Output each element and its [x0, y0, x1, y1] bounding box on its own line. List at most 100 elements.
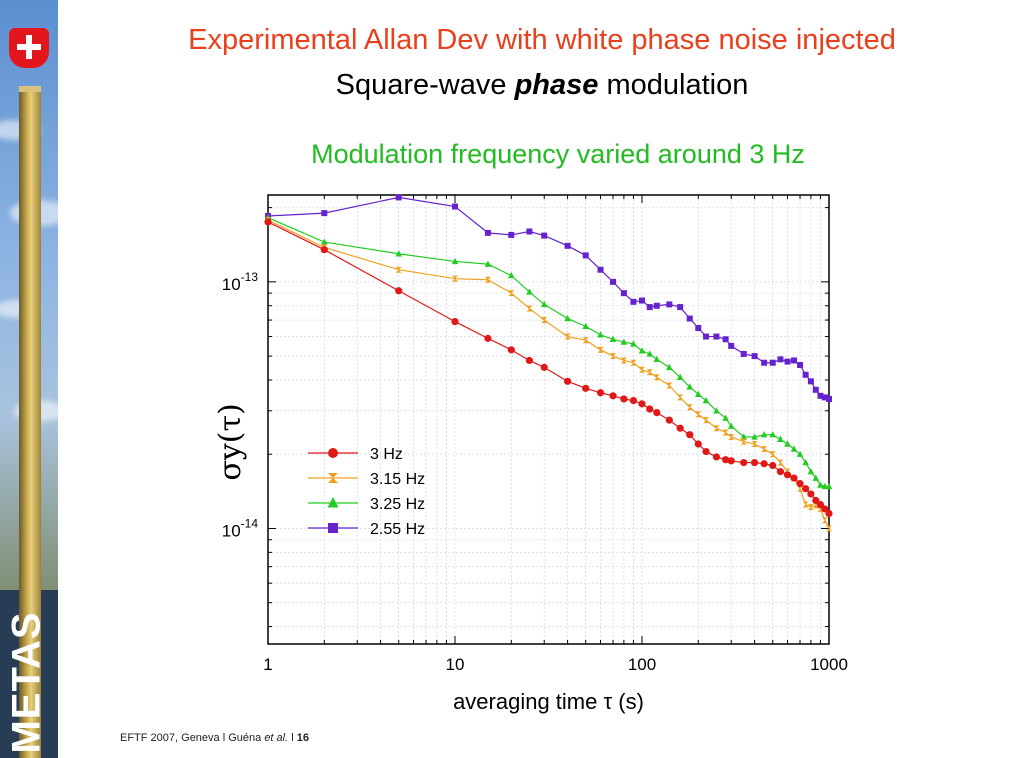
x-axis-label: averaging time τ (s)	[453, 689, 644, 714]
title-emphasis: phase	[514, 69, 599, 101]
slide-subtitle: Modulation frequency varied around 3 Hz	[311, 139, 805, 169]
data-point	[686, 404, 693, 411]
data-point	[802, 371, 809, 378]
data-point	[722, 429, 729, 436]
data-point	[564, 242, 571, 249]
data-point	[751, 433, 758, 440]
data-point	[817, 392, 824, 399]
footer-italic: et al.	[264, 732, 289, 744]
data-point	[694, 390, 702, 397]
data-point	[610, 278, 617, 285]
data-point	[821, 517, 828, 524]
data-point	[796, 450, 804, 457]
data-point	[777, 459, 784, 466]
data-point	[452, 275, 458, 282]
data-point	[666, 301, 673, 308]
data-point	[769, 461, 777, 470]
data-point	[638, 347, 646, 354]
data-point	[646, 350, 654, 357]
x-tick-label: 100	[628, 655, 656, 674]
data-point	[713, 333, 720, 340]
data-point	[695, 411, 702, 418]
data-point	[451, 317, 459, 326]
data-point	[630, 359, 637, 366]
legend-label: 2.55 Hz	[370, 521, 425, 538]
data-point	[821, 394, 828, 401]
data-point	[777, 435, 784, 442]
series-line	[267, 219, 830, 529]
data-point	[713, 425, 720, 432]
data-point	[812, 496, 820, 504]
data-point	[750, 458, 759, 467]
data-point	[751, 441, 758, 448]
data-point	[638, 400, 646, 408]
data-point	[761, 359, 768, 366]
data-point	[564, 314, 571, 322]
data-point	[740, 350, 747, 357]
data-point	[653, 302, 660, 309]
swiss-shield-icon	[9, 28, 49, 68]
data-point	[802, 501, 809, 508]
data-point	[807, 378, 814, 385]
data-point	[686, 431, 694, 439]
data-point	[646, 405, 654, 413]
data-point	[526, 288, 533, 295]
data-point	[760, 460, 768, 468]
data-point	[541, 317, 548, 324]
data-point	[727, 422, 735, 429]
data-point	[686, 315, 693, 322]
title-text-post: modulation	[598, 69, 749, 101]
data-point	[540, 300, 548, 308]
data-point	[484, 276, 491, 283]
data-point	[395, 287, 403, 295]
data-point	[677, 304, 684, 311]
legend-label: 3 Hz	[370, 446, 403, 463]
data-point	[791, 357, 798, 364]
data-point	[620, 357, 627, 364]
data-point	[740, 433, 748, 440]
data-point	[751, 353, 758, 360]
legend-label: 3.25 Hz	[370, 496, 425, 513]
data-point	[525, 356, 534, 365]
data-point	[596, 389, 605, 397]
data-point	[812, 386, 819, 393]
allan-deviation-chart: 1 10 100 1000 10-13 10-14 averaging time τ (s)…	[213, 194, 848, 714]
x-tick-label: 1000	[810, 655, 848, 674]
series-2-55-Hz	[265, 194, 832, 402]
data-point	[722, 336, 729, 343]
data-point	[702, 447, 710, 456]
data-point	[484, 260, 492, 267]
data-point	[769, 431, 777, 438]
page-number: 16	[296, 732, 309, 744]
data-point	[320, 238, 328, 245]
data-point	[676, 424, 684, 432]
footer-text: EFTF 2007, Geneva l Guéna	[120, 732, 265, 744]
data-point	[821, 482, 829, 490]
data-point	[783, 471, 792, 479]
data-point	[821, 505, 829, 513]
data-point	[653, 408, 661, 417]
data-point	[582, 252, 589, 259]
legend-label: 3.15 Hz	[370, 471, 425, 488]
data-point	[740, 458, 748, 467]
y-axis-label: σy(τ)	[213, 403, 248, 480]
title-text-pre: Square-wave	[335, 69, 515, 101]
slide-footer: EFTF 2007, Geneva l Guéna et al. l 16	[120, 732, 309, 744]
data-point	[812, 474, 820, 481]
data-point	[597, 266, 604, 273]
data-point	[807, 490, 815, 498]
data-point	[452, 203, 458, 210]
data-point	[507, 272, 515, 279]
series-line	[267, 196, 830, 400]
series-line	[267, 221, 830, 514]
data-point	[395, 194, 402, 201]
data-point	[508, 290, 515, 297]
data-point	[826, 525, 832, 532]
data-point	[777, 356, 784, 363]
data-point	[609, 335, 617, 342]
data-point	[597, 346, 604, 353]
data-point	[484, 334, 492, 342]
data-point	[676, 373, 684, 381]
y-tick-label: 10-14	[222, 516, 259, 540]
data-point	[582, 384, 590, 392]
